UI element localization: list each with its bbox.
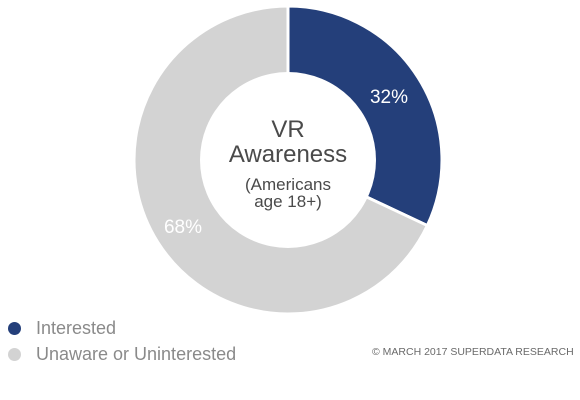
legend-item-interested: Interested [8,316,236,340]
legend-label-uninterested: Unaware or Uninterested [36,343,237,364]
slice-label-uninterested: 68% [164,217,202,238]
donut-chart: VR Awareness (Americans age 18+) 32% 68% [132,4,444,316]
legend-swatch-uninterested [8,347,21,361]
center-subtitle-line-2: age 18+) [254,192,322,211]
center-title-line-2: Awareness [229,141,347,168]
center-title-line-1: VR [271,116,304,143]
slice-label-interested: 32% [370,87,408,108]
legend-label-interested: Interested [36,317,117,338]
legend-item-uninterested: Unaware or Uninterested [8,342,236,366]
chart-legend: Interested Unaware or Uninterested [8,316,236,368]
copyright-text: © MARCH 2017 SUPERDATA RESEARCH [372,346,574,358]
donut-center [200,72,376,248]
legend-swatch-interested [8,321,21,335]
center-subtitle-line-1: (Americans [245,175,331,194]
